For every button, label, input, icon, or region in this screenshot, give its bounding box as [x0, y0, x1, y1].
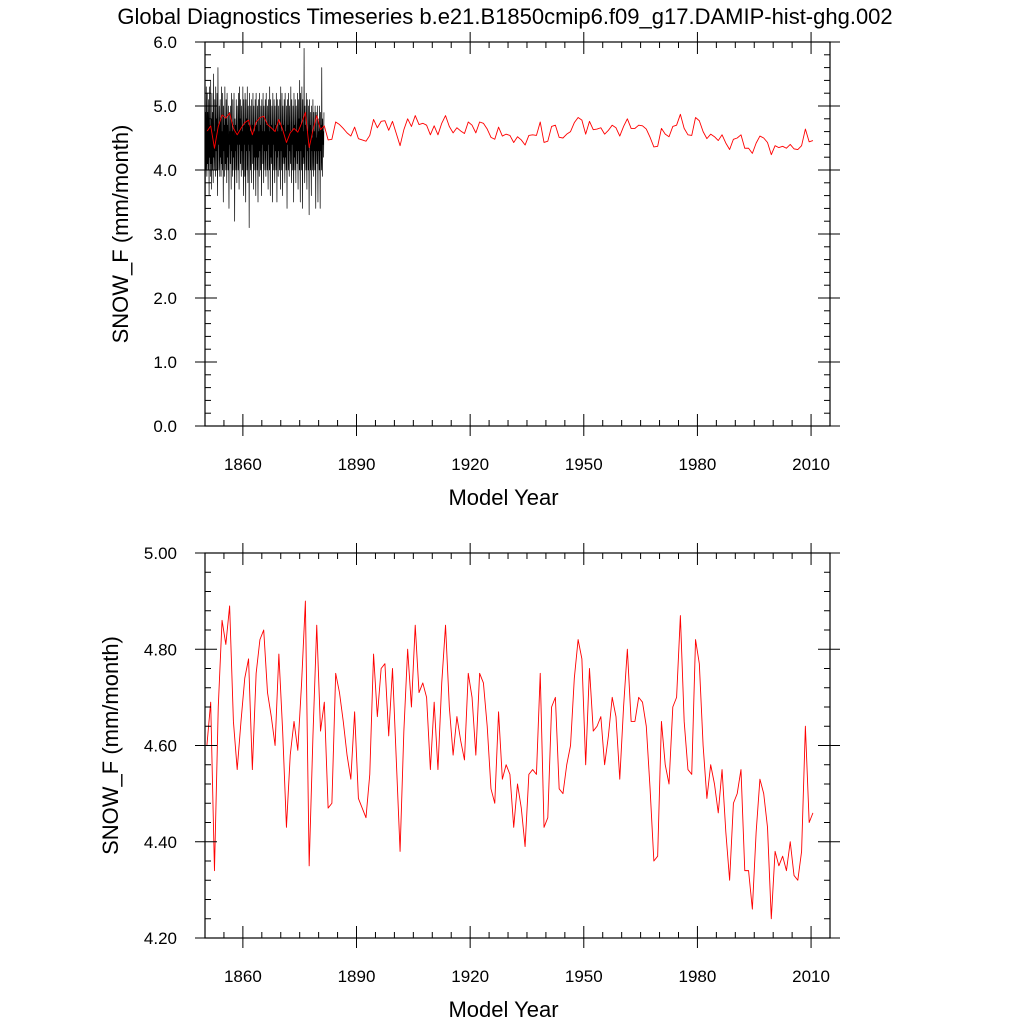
y-tick-label: 4.40: [144, 833, 177, 852]
y-tick-label: 6.0: [153, 33, 177, 52]
x-tick-label: 1980: [679, 455, 717, 474]
y-tick-label: 4.60: [144, 737, 177, 756]
series-line-annual: [206, 111, 814, 156]
x-tick-label: 1860: [224, 967, 262, 986]
bottom-panel: 1860 1890 1920 1950 1980 2010 4.20 4.40 4.60 4.80…: [98, 543, 840, 1022]
y-axis-title: SNOW_F (mm/month): [98, 636, 123, 855]
x-axis-title: Model Year: [448, 997, 558, 1022]
y-tick-label: 4.20: [144, 929, 177, 948]
y-tick-label: 0.0: [153, 417, 177, 436]
x-tick-label: 1890: [338, 455, 376, 474]
y-tick-label: 5.00: [144, 544, 177, 563]
chart-title: Global Diagnostics Timeseries b.e21.B185…: [117, 4, 892, 29]
x-tick-label: 1860: [224, 455, 262, 474]
y-axis-title: SNOW_F (mm/month): [108, 125, 133, 344]
y-tick-label: 4.0: [153, 161, 177, 180]
y-tick-label: 3.0: [153, 225, 177, 244]
top-panel: 1860 1890 1920 1950 1980 2010 0.0 1.0 2.0 3.0 4.0 5…: [108, 32, 840, 510]
y-tick-label: 4.80: [144, 640, 177, 659]
x-tick-label: 1950: [565, 455, 603, 474]
x-tick-label: 1890: [338, 967, 376, 986]
y-tick-label: 5.0: [153, 97, 177, 116]
plot-frame: [204, 552, 831, 939]
x-tick-label: 1920: [451, 967, 489, 986]
y-tick-label: 1.0: [153, 353, 177, 372]
x-tick-label: 2010: [792, 455, 830, 474]
y-tick-label: 2.0: [153, 289, 177, 308]
x-tick-label: 1950: [565, 967, 603, 986]
series-line-annual: [206, 600, 814, 920]
x-axis-title: Model Year: [448, 485, 558, 510]
x-tick-label: 1920: [451, 455, 489, 474]
x-tick-label: 1980: [679, 967, 717, 986]
x-tick-label: 2010: [792, 967, 830, 986]
series-line-monthly: [204, 48, 325, 407]
